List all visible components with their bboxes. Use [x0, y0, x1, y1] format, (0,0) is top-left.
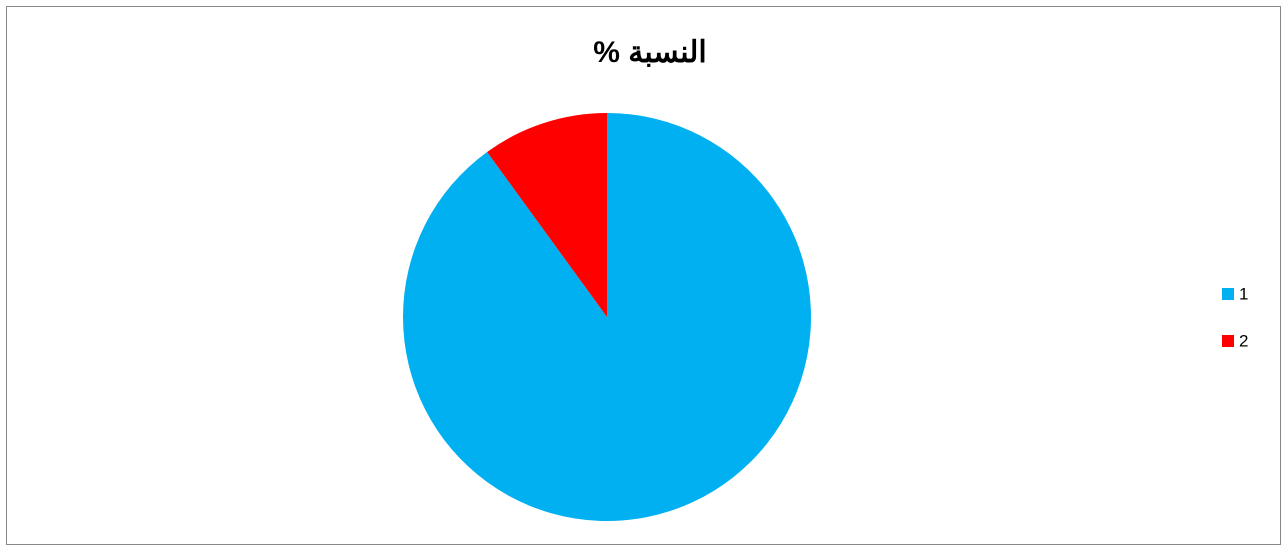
legend-swatch [1222, 335, 1234, 347]
legend-label: 1 [1239, 284, 1248, 303]
legend-label: 2 [1239, 331, 1248, 350]
legend-swatch [1222, 288, 1234, 300]
chart-title: النسبة % [593, 36, 706, 69]
pie-slice [487, 113, 607, 317]
